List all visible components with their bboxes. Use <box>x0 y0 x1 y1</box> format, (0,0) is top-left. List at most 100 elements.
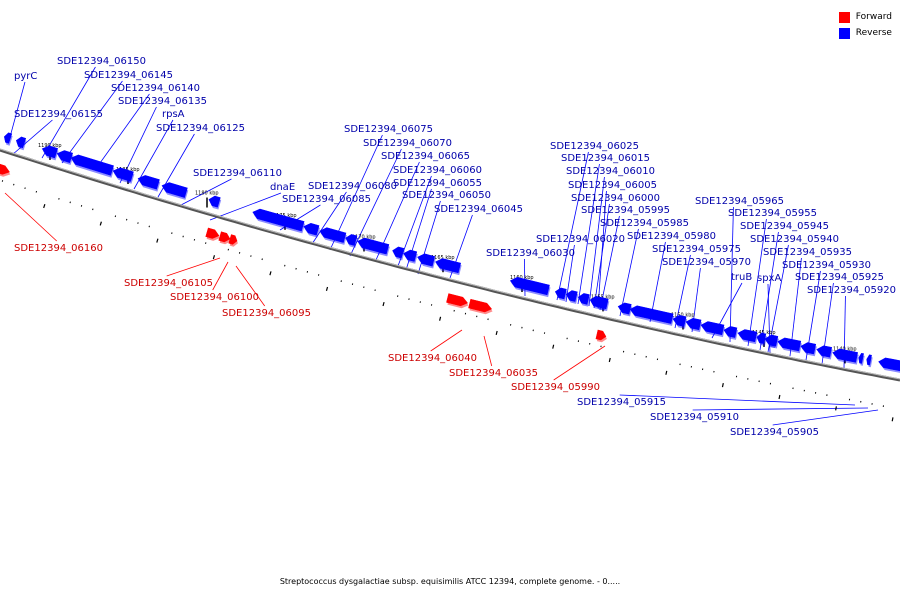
gene-label-rpsa[interactable]: rpsA <box>162 109 185 120</box>
gene-label-sde12394-06010[interactable]: SDE12394_06010 <box>566 166 655 177</box>
gene-label-pyrc[interactable]: pyrC <box>14 71 37 82</box>
gene-arrow-rpsa[interactable] <box>124 170 135 184</box>
gene-label-sde12394-06160[interactable]: SDE12394_06160 <box>14 243 103 254</box>
gene-arrow-sde12394-06045[interactable] <box>434 257 462 276</box>
gene-arrow-pyrc[interactable] <box>2 132 13 146</box>
gene-label-sde12394-05985[interactable]: SDE12394_05985 <box>600 218 689 229</box>
gene-label-sde12394-06035[interactable]: SDE12394_06035 <box>449 368 538 379</box>
gene-label-trub[interactable]: truB <box>731 272 752 283</box>
gene-label-sde12394-06020[interactable]: SDE12394_06020 <box>536 234 625 245</box>
gene-label-sde12394-06000[interactable]: SDE12394_06000 <box>571 193 660 204</box>
gene-arrow-sde12394-06160[interactable] <box>0 163 12 178</box>
gene-arrow-sde12394-06100[interactable] <box>218 231 232 246</box>
gene-arrow-sde12394-05980[interactable] <box>629 304 675 326</box>
gene-label-sde12394-05905[interactable]: SDE12394_05905 <box>730 427 819 438</box>
gene-arrow-sde12394-06085[interactable] <box>251 207 306 234</box>
gene-arrow-sde12394-06105[interactable] <box>205 227 222 242</box>
gene-label-sde12394-05945[interactable]: SDE12394_05945 <box>740 221 829 232</box>
scale-tick <box>665 370 668 375</box>
gene-label-sde12394-06150[interactable]: SDE12394_06150 <box>57 56 146 67</box>
gene-arrow-sde12394-06015[interactable] <box>577 292 591 307</box>
gene-label-sde12394-06155[interactable]: SDE12394_06155 <box>14 109 103 120</box>
gene-label-sde12394-05970[interactable]: SDE12394_05970 <box>662 257 751 268</box>
gene-label-sde12394-06050[interactable]: SDE12394_06050 <box>402 190 491 201</box>
gene-label-sde12394-06025[interactable]: SDE12394_06025 <box>550 141 639 152</box>
gene-arrow-sde12394-05930[interactable] <box>799 341 817 357</box>
gene-label-sde12394-06065[interactable]: SDE12394_06065 <box>381 151 470 162</box>
gene-label-sde12394-05915[interactable]: SDE12394_05915 <box>577 397 666 408</box>
gene-arrow-sde12394-05985[interactable] <box>617 302 633 317</box>
gene-arrow-sde12394-05955[interactable] <box>736 328 758 345</box>
gene-arrow-sde12394-06050[interactable] <box>416 252 436 269</box>
legend: Forward Reverse <box>838 9 892 41</box>
gene-arrow-sde12394-06095[interactable] <box>228 234 239 248</box>
gene-arrow-sde12394-06055[interactable] <box>402 249 418 264</box>
gene-label-sde12394-06075[interactable]: SDE12394_06075 <box>344 124 433 135</box>
gene-label-sde12394-06110[interactable]: SDE12394_06110 <box>193 168 282 179</box>
gene-label-sde12394-06140[interactable]: SDE12394_06140 <box>111 83 200 94</box>
gene-arrow-sde12394-05910[interactable] <box>865 354 873 368</box>
gene-arrow-sde12394-06020[interactable] <box>565 289 579 304</box>
gene-label-spxa[interactable]: spxA <box>757 273 781 284</box>
gene-arrow-sde12394-05920[interactable] <box>831 348 859 365</box>
gene-arrow-sde12394-05970[interactable] <box>685 317 703 333</box>
gene-label-sde12394-05925[interactable]: SDE12394_05925 <box>795 272 884 283</box>
gene-arrow-trub[interactable] <box>699 320 726 338</box>
gene-label-sde12394-05990[interactable]: SDE12394_05990 <box>511 382 600 393</box>
gene-arrow-sde12394-06070[interactable] <box>344 233 359 248</box>
gene-label-sde12394-06060[interactable]: SDE12394_06060 <box>393 165 482 176</box>
gene-label-sde12394-06145[interactable]: SDE12394_06145 <box>84 70 173 81</box>
gene-arrow-spxa[interactable] <box>766 334 777 349</box>
gene-label-sde12394-06005[interactable]: SDE12394_06005 <box>568 180 657 191</box>
gene-arrow-sde12394-06030[interactable] <box>509 276 551 298</box>
gene-arrow-sde12394-06075[interactable] <box>318 226 348 245</box>
gene-arrow-sde12394-05925[interactable] <box>815 345 833 360</box>
gene-arrow-sde12394-06025[interactable] <box>554 287 568 302</box>
gene-label-sde12394-06040[interactable]: SDE12394_06040 <box>388 353 477 364</box>
gene-arrow-sde12394-06065[interactable] <box>356 236 391 257</box>
gene-arrow-sde12394-06040[interactable] <box>446 293 470 310</box>
gene-label-sde12394-06070[interactable]: SDE12394_06070 <box>363 138 452 149</box>
gene-label-sde12394-05995[interactable]: SDE12394_05995 <box>581 205 670 216</box>
gene-arrow-sde12394-06145[interactable] <box>55 149 74 166</box>
gene-label-sde12394-06095[interactable]: SDE12394_06095 <box>222 308 311 319</box>
gene-arrow-sde12394-05975[interactable] <box>672 314 688 329</box>
gene-label-sde12394-06015[interactable]: SDE12394_06015 <box>561 153 650 164</box>
gene-label-sde12394-05975[interactable]: SDE12394_05975 <box>652 244 741 255</box>
gene-label-sde12394-06105[interactable]: SDE12394_06105 <box>124 278 213 289</box>
gene-label-sde12394-06100[interactable]: SDE12394_06100 <box>170 292 259 303</box>
gene-arrow-sde12394-06155[interactable] <box>14 136 27 151</box>
gene-arrow-sde12394-06080[interactable] <box>302 222 321 238</box>
gene-arrow-sde12394-06060[interactable] <box>391 246 406 261</box>
scale-tick <box>212 255 216 260</box>
gene-arrow-sde12394-05965[interactable] <box>722 325 739 340</box>
gene-arrow-dnae[interactable] <box>207 195 222 210</box>
gene-arrow-sde12394-05905[interactable] <box>877 357 900 374</box>
gene-arrow-sde12394-06140[interactable] <box>69 153 115 178</box>
gene-label-sde12394-05920[interactable]: SDE12394_05920 <box>807 285 896 296</box>
gene-label-sde12394-05930[interactable]: SDE12394_05930 <box>782 260 871 271</box>
gene-arrow-sde12394-06150[interactable] <box>40 144 59 161</box>
gene-label-sde12394-06045[interactable]: SDE12394_06045 <box>434 204 523 215</box>
gene-arrow-sde12394-05990[interactable] <box>595 329 608 343</box>
gene-arrow-sde12394-05935[interactable] <box>776 337 802 354</box>
gene-label-sde12394-06125[interactable]: SDE12394_06125 <box>156 123 245 134</box>
gene-arrow-sde12394-06035[interactable] <box>468 298 494 316</box>
gene-label-sde12394-06080[interactable]: SDE12394_06080 <box>308 181 397 192</box>
gene-label-sde12394-06085[interactable]: SDE12394_06085 <box>282 194 371 205</box>
gene-label-sde12394-05935[interactable]: SDE12394_05935 <box>763 247 852 258</box>
gene-label-sde12394-05910[interactable]: SDE12394_05910 <box>650 412 739 423</box>
gene-arrow-sde12394-05995[interactable] <box>597 297 608 311</box>
gene-label-dnae[interactable]: dnaE <box>270 182 295 193</box>
gene-label-sde12394-05955[interactable]: SDE12394_05955 <box>728 208 817 219</box>
gene-arrow-sde12394-06125[interactable] <box>136 174 161 192</box>
gene-label-sde12394-06055[interactable]: SDE12394_06055 <box>393 178 482 189</box>
gene-label-sde12394-05965[interactable]: SDE12394_05965 <box>695 196 784 207</box>
gene-arrow-sde12394-05945[interactable] <box>755 332 767 346</box>
gene-arrow-sde12394-06110[interactable] <box>160 181 189 200</box>
gene-label-sde12394-06135[interactable]: SDE12394_06135 <box>118 96 207 107</box>
gene-label-sde12394-06030[interactable]: SDE12394_06030 <box>486 248 575 259</box>
gene-label-sde12394-05980[interactable]: SDE12394_05980 <box>627 231 716 242</box>
gene-arrow-sde12394-05915[interactable] <box>857 352 865 366</box>
gene-label-sde12394-05940[interactable]: SDE12394_05940 <box>750 234 839 245</box>
